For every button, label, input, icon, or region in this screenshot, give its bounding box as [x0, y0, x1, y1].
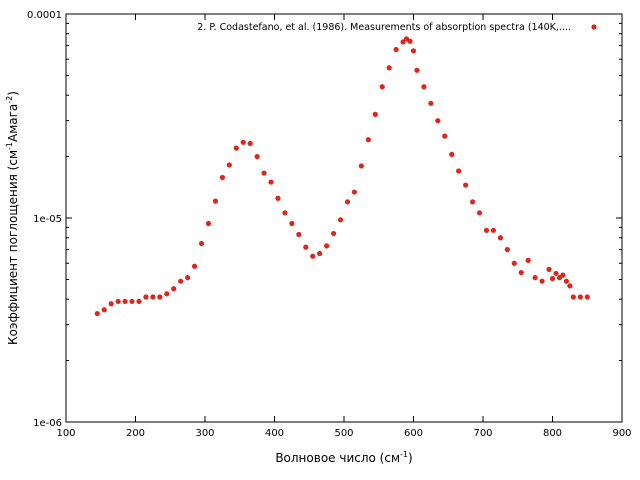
data-point [344, 199, 351, 205]
data-point [553, 270, 559, 277]
x-tick-label: 400 [265, 428, 284, 439]
data-point [178, 278, 184, 284]
data-point [456, 168, 462, 174]
data-point [511, 260, 517, 266]
data-point [365, 137, 371, 143]
data-point [435, 118, 441, 124]
data-point [525, 257, 531, 263]
data-point [101, 307, 107, 313]
data-point [310, 253, 316, 259]
data-point [282, 210, 288, 216]
data-point [185, 275, 191, 281]
data-point [330, 230, 337, 237]
data-point [410, 48, 417, 54]
data-point [254, 153, 260, 160]
data-point [393, 46, 399, 53]
x-tick-label: 800 [543, 428, 562, 439]
data-point [164, 291, 170, 297]
data-point [577, 294, 583, 300]
data-point [504, 247, 510, 253]
data-point [115, 298, 121, 305]
data-point [379, 84, 385, 90]
data-point [414, 67, 420, 73]
data-point [143, 294, 149, 300]
data-point [337, 217, 344, 223]
data-point [233, 145, 239, 151]
axis-ticks [65, 13, 623, 423]
data-point [275, 195, 281, 201]
legend: 2. P. Codastefano, et al. (1986). Measur… [197, 22, 597, 33]
data-point [442, 133, 448, 139]
data-point [497, 235, 503, 241]
legend-marker [591, 24, 597, 30]
data-point [483, 227, 490, 233]
legend-label: 2. P. Codastefano, et al. (1986). Measur… [197, 22, 571, 33]
data-point [108, 301, 114, 307]
data-point [268, 179, 274, 185]
data-point [570, 294, 576, 300]
data-point [476, 210, 483, 216]
y-tick-label: 1e-06 [33, 418, 62, 429]
y-tick-label: 0.0001 [27, 10, 62, 21]
data-point [449, 151, 455, 158]
data-point [386, 65, 392, 71]
data-point [490, 227, 497, 233]
data-point [351, 189, 358, 195]
data-point [136, 298, 142, 305]
x-tick-label: 900 [612, 428, 631, 439]
data-point [191, 263, 198, 269]
y-tick-label: 1e-05 [33, 214, 62, 225]
data-point [539, 278, 545, 284]
data-point [518, 269, 524, 276]
plot-frame [65, 13, 623, 423]
data-point [150, 294, 156, 300]
data-point [261, 170, 267, 176]
data-point [358, 163, 364, 169]
data-point [247, 140, 253, 147]
data-point [584, 294, 590, 300]
data-point [157, 294, 163, 300]
data-point [546, 266, 552, 272]
data-point [289, 220, 295, 227]
data-point [567, 283, 573, 289]
data-point [407, 38, 413, 44]
data-points [94, 36, 590, 317]
data-point [428, 100, 434, 106]
x-tick-label: 600 [404, 428, 423, 439]
data-point [205, 220, 212, 227]
data-point [563, 278, 570, 284]
data-point [198, 240, 205, 247]
x-axis-label: Волновое число (см-1) [275, 450, 412, 465]
data-point [400, 39, 406, 45]
data-point [549, 275, 556, 282]
data-point [122, 298, 128, 305]
data-point [372, 111, 378, 117]
data-point [463, 182, 469, 188]
x-tick-label: 300 [195, 428, 214, 439]
data-point [303, 244, 309, 250]
data-point [324, 243, 330, 249]
y-axis-label: Коэффициент поглощения (см-1Амага-2) [5, 91, 20, 345]
data-point [129, 298, 135, 305]
data-point [94, 310, 100, 317]
data-point [317, 250, 323, 257]
x-tick-label: 200 [126, 428, 145, 439]
data-point [226, 162, 232, 168]
x-tick-label: 500 [334, 428, 353, 439]
axis-tick-labels: 100 200 300 400 500 600 700 800 900 1e-06 1e-05 0.0… [27, 10, 632, 439]
data-point [171, 286, 177, 292]
data-point [296, 231, 302, 238]
data-point [240, 139, 246, 145]
data-point [560, 272, 566, 278]
data-point [212, 198, 219, 204]
data-point [219, 174, 225, 181]
data-point [421, 84, 427, 90]
data-point [469, 199, 476, 205]
x-tick-label: 100 [56, 428, 75, 439]
data-point [532, 275, 538, 281]
x-tick-label: 700 [473, 428, 492, 439]
